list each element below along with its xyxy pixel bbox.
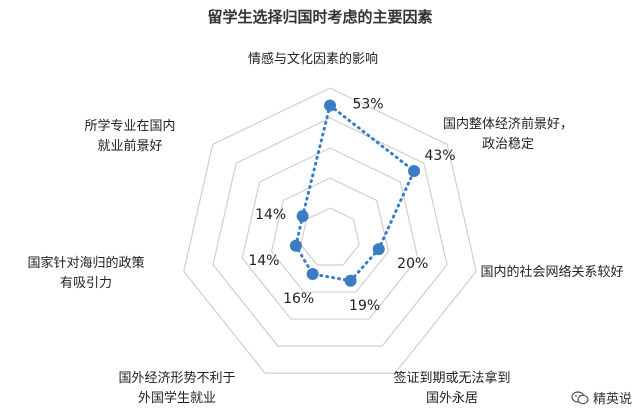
value-label: 20% [397,256,428,272]
grid-ring [300,207,360,266]
category-label: 国内整体经济前景好，政治稳定 [443,116,573,152]
value-label: 53% [352,97,383,113]
grid-ring [183,87,477,374]
value-label: 14% [255,207,286,223]
category-label: 所学专业在国内就业前景好 [84,118,175,154]
value-labels: 53% 43% 20% 19% 16% 14% 14% [248,97,455,314]
series-line [294,102,416,283]
value-label: 43% [424,148,455,164]
category-label: 国外经济形势不利于外国学生就业 [118,370,235,406]
value-label: 14% [248,253,279,269]
data-point [289,239,302,252]
data-point [344,274,357,287]
data-point [408,164,421,177]
grid-ring [212,117,448,347]
watermark-text: 精英说 [592,392,632,407]
data-point [372,243,385,256]
watermark: 精英说 [571,388,632,407]
value-label: 16% [283,291,314,307]
category-label: 情感与文化因素的影响 [248,51,378,67]
data-point [324,99,336,112]
radar-grid [183,87,477,374]
category-label: 签证到期或无法拿到国外永居 [393,370,510,406]
category-label: 国内的社会网络关系较好 [480,264,623,280]
radar-series [289,99,421,287]
category-labels: 情感与文化因素的影响国内整体经济前景好，政治稳定国内的社会网络关系较好签证到期或… [27,51,623,406]
grid-ring [270,177,390,293]
category-label: 国家针对海归的政策有吸引力 [27,255,144,291]
wechat-icon [571,390,589,404]
grid-ring [241,147,419,320]
data-point [296,210,309,223]
chart-title: 留学生选择归国时考虑的主要因素 [207,8,432,26]
data-point [306,268,319,281]
value-label: 19% [349,298,380,314]
